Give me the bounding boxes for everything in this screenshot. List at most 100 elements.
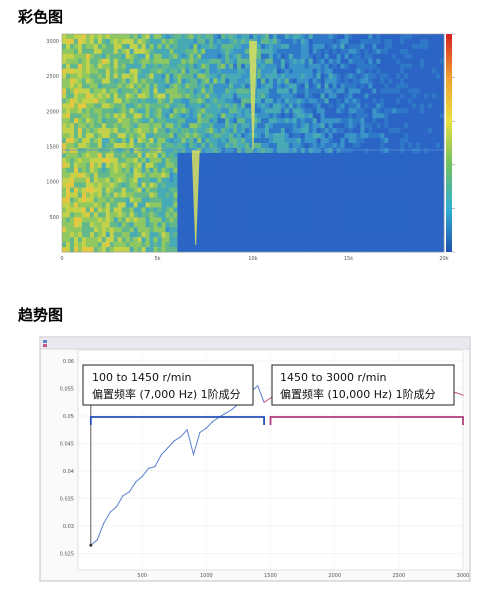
heatmap-cell <box>241 48 246 55</box>
heatmap-cell <box>420 152 425 159</box>
heatmap-cell <box>304 48 310 55</box>
heatmap-cell <box>77 237 83 243</box>
heatmap-cell <box>229 58 234 65</box>
heatmap-cell <box>356 83 361 89</box>
heatmap-cell <box>428 108 433 114</box>
heatmap-cell <box>253 247 258 253</box>
heatmap-cell <box>237 182 242 188</box>
heatmap-cell <box>408 217 413 223</box>
heatmap-cell <box>237 217 242 223</box>
heatmap-cell <box>101 232 107 238</box>
heatmap-cell <box>408 93 413 99</box>
heatmap-cell <box>62 68 67 74</box>
heatmap-cell <box>65 98 71 104</box>
heatmap-cell <box>436 152 441 159</box>
heatmap-cell <box>221 73 226 79</box>
heatmap-cell <box>428 38 433 45</box>
heatmap-cell <box>177 78 182 84</box>
heatmap-cell <box>412 38 417 45</box>
heatmap-cell <box>241 152 246 159</box>
heatmap-cell <box>85 207 91 213</box>
heatmap-cell <box>189 157 194 164</box>
heatmap-cell <box>360 83 365 89</box>
heatmap-cell <box>432 207 437 213</box>
heatmap-cell <box>352 217 357 223</box>
heatmap-cell <box>85 128 91 134</box>
heatmap-cell <box>89 182 95 188</box>
heatmap-cell <box>396 123 401 129</box>
heatmap-cell <box>97 187 103 193</box>
heatmap-cell <box>249 172 254 178</box>
heatmap-cell <box>416 128 421 134</box>
heatmap-cell <box>233 212 238 218</box>
heatmap-cell <box>189 167 194 174</box>
heatmap-cell <box>93 103 99 109</box>
heatmap-cell <box>264 182 270 188</box>
heatmap-cell <box>276 58 282 65</box>
heatmap-cell <box>109 78 115 84</box>
heatmap-cell <box>97 43 103 50</box>
heatmap-cell <box>432 133 437 139</box>
heatmap-cell <box>416 212 421 218</box>
heatmap-cell <box>225 88 230 94</box>
heatmap-cell <box>233 143 238 149</box>
heatmap-cell <box>189 108 194 114</box>
heatmap-cell <box>173 133 178 139</box>
heatmap-cell <box>121 73 126 79</box>
heatmap-cell <box>141 152 146 159</box>
heatmap-cell <box>241 103 246 109</box>
heatmap-cell <box>229 34 234 40</box>
heatmap-cell <box>173 167 178 174</box>
heatmap-cell <box>145 83 150 89</box>
heatmap-cell <box>416 123 421 129</box>
heatmap-cell <box>376 172 381 178</box>
heatmap-cell <box>280 162 286 169</box>
heatmap-cell <box>272 222 278 228</box>
heatmap-cell <box>384 192 389 198</box>
heatmap-cell <box>372 48 377 55</box>
heatmap-cell <box>129 63 134 69</box>
heatmap-cell <box>109 162 115 169</box>
heatmap-cell <box>440 182 445 188</box>
heatmap-cell <box>237 83 242 89</box>
heatmap-cell <box>109 197 115 203</box>
y-tick-label: 3000 <box>46 39 59 45</box>
heatmap-cell <box>276 237 282 243</box>
heatmap-cell <box>137 58 142 65</box>
heatmap-cell <box>161 118 166 124</box>
heatmap-cell <box>348 123 353 129</box>
heatmap-cell <box>217 43 222 50</box>
heatmap-cell <box>121 123 126 129</box>
heatmap-cell <box>217 147 222 154</box>
heatmap-cell <box>388 108 393 114</box>
heatmap-cell <box>440 88 445 94</box>
heatmap-cell <box>296 147 302 154</box>
heatmap-cell <box>253 177 258 183</box>
heatmap-cell <box>193 34 198 40</box>
heatmap-cell <box>320 187 325 193</box>
heatmap-cell <box>392 48 397 55</box>
heatmap-cell <box>264 162 270 169</box>
heatmap-cell <box>165 63 170 69</box>
heatmap-cell <box>288 177 294 183</box>
heatmap-cell <box>348 98 353 104</box>
heatmap-cell <box>284 103 290 109</box>
heatmap-cell <box>245 152 250 159</box>
heatmap-cell <box>352 98 357 104</box>
heatmap-cell <box>73 53 79 60</box>
heatmap-cell <box>165 147 170 154</box>
heatmap-cell <box>85 78 91 84</box>
heatmap-cell <box>396 247 401 253</box>
heatmap-cell <box>320 123 325 129</box>
heatmap-cell <box>62 118 67 124</box>
heatmap-cell <box>288 242 294 248</box>
heatmap-cell <box>408 63 413 69</box>
heatmap-cell <box>233 182 238 188</box>
heatmap-cell <box>300 192 306 198</box>
heatmap-cell <box>392 38 397 45</box>
heatmap-cell <box>428 187 433 193</box>
heatmap-cell <box>201 162 206 169</box>
heatmap-cell <box>125 232 130 238</box>
heatmap-cell <box>217 118 222 124</box>
heatmap-cell <box>245 103 250 109</box>
